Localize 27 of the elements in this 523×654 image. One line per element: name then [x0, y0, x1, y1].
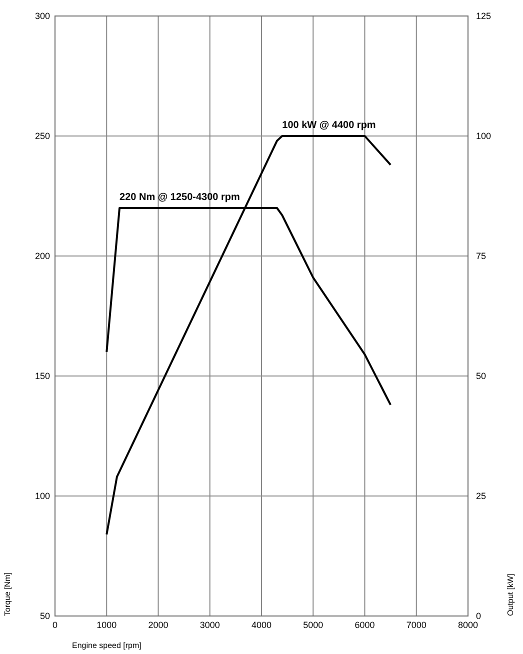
- y-tick-label: 250: [34, 131, 50, 141]
- y2-tick-label: 25: [476, 491, 486, 501]
- x-tick-label: 1000: [96, 620, 117, 630]
- x-tick-label: 4000: [251, 620, 272, 630]
- x-tick-label: 7000: [406, 620, 426, 630]
- x-tick-label: 8000: [458, 620, 478, 630]
- y2-tick-label: 100: [476, 131, 492, 141]
- x-axis-title: Engine speed [rpm]: [72, 641, 142, 650]
- x-tick-label: 2000: [148, 620, 168, 630]
- annotation: 100 kW @ 4400 rpm: [282, 120, 376, 131]
- y2-tick-label: 125: [476, 11, 492, 21]
- y-tick-label: 50: [40, 611, 50, 621]
- y-tick-label: 300: [34, 11, 50, 21]
- y-tick-label: 100: [34, 491, 50, 501]
- x-tick-label: 3000: [200, 620, 220, 630]
- x-tick-label: 6000: [354, 620, 375, 630]
- y-tick-label: 150: [34, 371, 50, 381]
- y2-tick-label: 75: [476, 251, 486, 261]
- y2-tick-label: 0: [476, 611, 482, 621]
- line-series: [106, 135, 392, 536]
- y-axis-title: Torque [Nm]: [3, 572, 12, 616]
- annotation: 220 Nm @ 1250-4300 rpm: [120, 192, 240, 203]
- x-tick-label: 0: [52, 620, 58, 630]
- y2-tick-label: 50: [476, 371, 486, 381]
- y2-axis-title: Output [kW]: [506, 574, 515, 616]
- y-tick-label: 200: [34, 251, 50, 261]
- x-tick-label: 5000: [303, 620, 324, 630]
